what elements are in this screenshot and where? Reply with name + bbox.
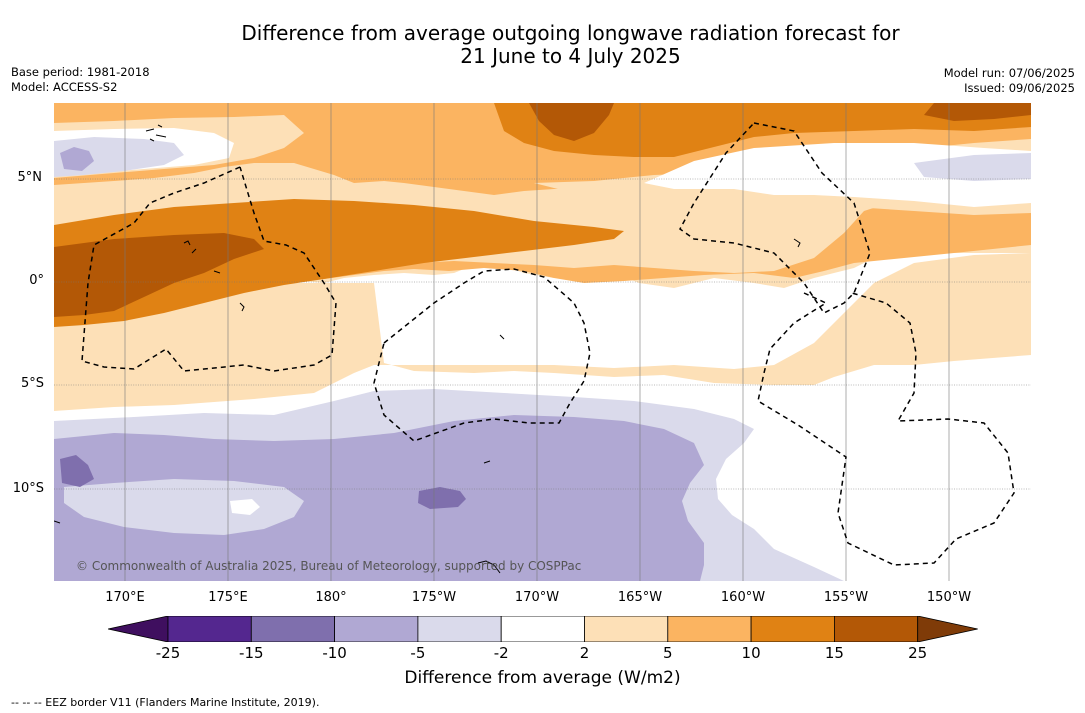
- lon-label-175e: 175°E: [208, 590, 248, 605]
- eez-border-legend: -- -- -- EEZ border V11 (Flanders Marine…: [11, 696, 320, 709]
- colorbar-tick-label: 15: [824, 644, 844, 662]
- contour-15-to-25-top: [529, 103, 614, 141]
- contour-15-to-25: [54, 233, 264, 317]
- meridians: [124, 103, 950, 581]
- issued-date: Issued: 09/06/2025: [964, 81, 1075, 95]
- lat-label-5s: 5°S: [20, 376, 44, 391]
- island-outlines: [54, 124, 801, 574]
- colorbar-segment: [417, 615, 502, 643]
- colorbar-tick-label: 2: [579, 644, 590, 662]
- colorbar: [107, 615, 978, 646]
- contour-15-to-25-top-east: [924, 103, 1031, 121]
- island-cluster-3: [483, 238, 801, 464]
- lon-label-150w: 150°W: [926, 590, 972, 605]
- model-run: Model run: 07/06/2025: [943, 66, 1075, 80]
- island-cluster-2: [183, 240, 245, 312]
- colorbar-segment: [500, 615, 585, 643]
- copyright-notice: © Commonwealth of Australia 2025, Bureau…: [76, 559, 582, 573]
- island-cluster-1: [145, 124, 167, 142]
- contour-minus10-to-minus15-w: [60, 455, 94, 487]
- contour-minus2-to-minus5-ne: [914, 153, 1031, 181]
- base-period-info: Base period: 1981-2018 Model: ACCESS-S2: [11, 65, 150, 95]
- map-panel: [54, 103, 1031, 581]
- eez-line-islands: [679, 122, 871, 314]
- gridlines: [54, 178, 1031, 490]
- colorbar-extend-low: [107, 615, 169, 643]
- lon-label-175w: 175°W: [411, 590, 457, 605]
- colorbar-segment: [167, 615, 252, 643]
- contour-10-to-15-top: [494, 103, 1031, 157]
- colorbar-tick-label: -5: [410, 644, 426, 662]
- lon-label-165w: 165°W: [617, 590, 663, 605]
- contour-2-to-5-south: [54, 253, 1031, 411]
- eez-line-islands-south: [757, 292, 1015, 566]
- model-run-info: Model run: 07/06/2025 Issued: 09/06/2025: [944, 66, 1075, 96]
- lon-label-160w: 160°W: [720, 590, 766, 605]
- colorbar-segment: [667, 615, 752, 643]
- colorbar-tick-label: 5: [663, 644, 673, 662]
- eez-borders: [81, 122, 1015, 566]
- neutral-south-west-white: [230, 499, 260, 515]
- colorbar-segment: [584, 615, 669, 643]
- lon-label-170e: 170°E: [105, 590, 145, 605]
- colorbar-segment: [250, 615, 336, 643]
- chart-title: Difference from average outgoing longwav…: [0, 22, 1085, 68]
- colorbar-tick-label: 10: [741, 644, 761, 662]
- model-name: Model: ACCESS-S2: [11, 80, 118, 94]
- olr-anomaly-map: [54, 103, 1031, 581]
- lon-label-180: 180°: [315, 590, 347, 605]
- colorbar-tick-label: -10: [322, 644, 347, 662]
- colorbar-tick-label: -25: [155, 644, 181, 662]
- neutral-north-east: [644, 143, 1031, 207]
- colorbar-tick-label: 25: [908, 644, 928, 662]
- lat-label-5n: 5°N: [17, 170, 43, 185]
- colorbar-extend-high: [917, 615, 978, 643]
- eez-phoenix: [373, 268, 591, 442]
- neutral-south-west: [64, 479, 304, 535]
- colorbar-segment: [750, 615, 835, 643]
- lat-label-equator: 0°: [29, 273, 44, 288]
- map-overlay: [54, 103, 1031, 581]
- contour-minus5-to-minus10-nw: [60, 147, 94, 171]
- contour-minus5-to-minus10-south: [54, 415, 704, 581]
- contour-minus10-to-minus15-c: [418, 487, 466, 509]
- colorbar-svg: [107, 615, 978, 643]
- title-line-1: Difference from average outgoing longwav…: [241, 21, 900, 45]
- lon-label-155w: 155°W: [823, 590, 869, 605]
- lon-label-170w: 170°W: [514, 590, 560, 605]
- colorbar-segment: [334, 615, 419, 643]
- eez-tuvalu-kiribati: [81, 166, 337, 372]
- colorbar-tick-label: -15: [239, 644, 264, 662]
- colorbar-title: Difference from average (W/m2): [404, 668, 681, 688]
- colorbar-segment: [834, 615, 919, 643]
- island-cluster-4: [54, 520, 501, 574]
- lat-label-10s: 10°S: [12, 481, 44, 496]
- contour-10-to-15: [54, 199, 624, 327]
- title-line-2: 21 June to 4 July 2025: [460, 44, 681, 68]
- colorbar-tick-label: -2: [493, 644, 509, 662]
- base-period: Base period: 1981-2018: [11, 65, 150, 79]
